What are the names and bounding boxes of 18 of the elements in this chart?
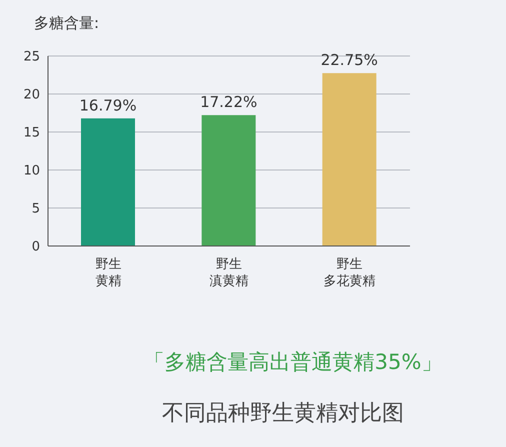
bar [202,115,256,246]
y-tick-label: 25 [23,50,40,65]
x-tick-label: 野生黄精 [95,257,122,289]
y-tick-label: 0 [32,240,40,255]
text: 「多糖含量高出普通黄精35%」 [142,349,444,376]
bar [322,73,376,246]
y-axis-title: 多糖含量: [34,14,100,33]
data-label: 16.79% [79,96,137,114]
y-tick-label: 15 [23,126,40,141]
y-tick-label: 20 [23,88,40,103]
y-tick-label: 10 [23,164,40,179]
y-tick-label: 5 [32,202,40,217]
data-label: 22.75% [320,51,378,70]
data-label: 17.22% [200,93,258,112]
x-tick-label: 野生多花黄精 [324,257,376,289]
x-tick-label: 野生滇黄精 [210,257,248,289]
text: 不同品种野生黄精对比图 [161,400,405,428]
bar [81,118,135,246]
